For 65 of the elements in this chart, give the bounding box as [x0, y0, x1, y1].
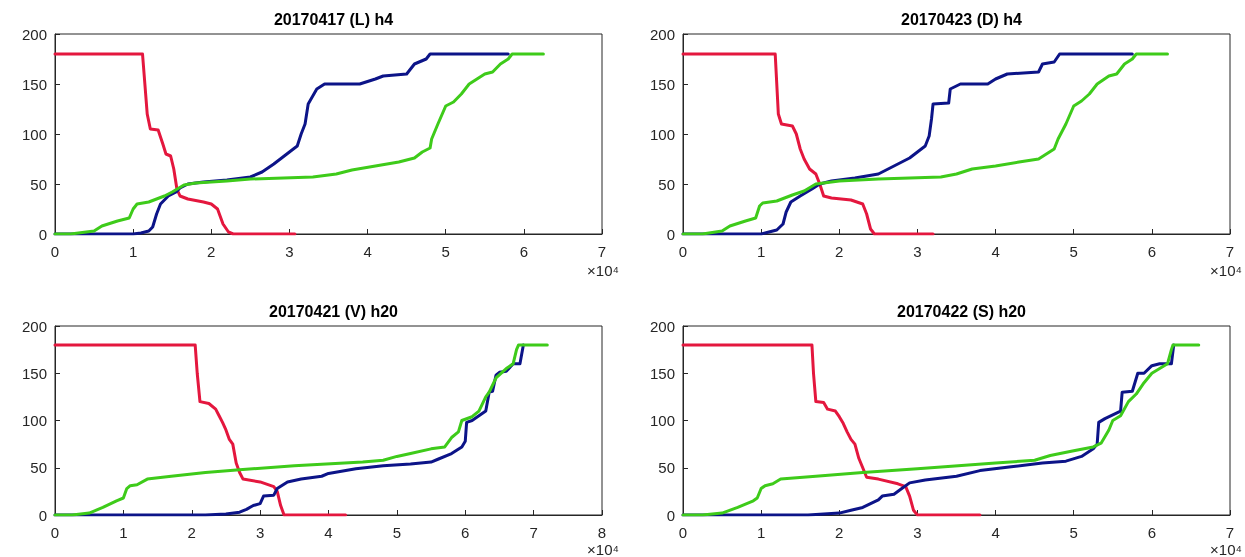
x-tick-label: 4 [991, 243, 1000, 260]
x-tick-label: 4 [363, 243, 372, 260]
x-tick-label: 6 [1147, 524, 1157, 541]
x-tick-label: 2 [835, 524, 844, 541]
x-tick-label: 1 [128, 243, 138, 260]
x-tick-label: 0 [678, 243, 688, 260]
line-series [681, 343, 982, 517]
x-tick-label: 5 [441, 243, 450, 260]
y-tick-label: 0 [666, 225, 675, 243]
x-tick-label: 0 [678, 524, 688, 541]
x-tick-label: 0 [50, 243, 60, 260]
y-tick-label: 150 [649, 364, 675, 382]
y-tick-label: 0 [666, 506, 675, 524]
x-tick-label: 4 [991, 524, 1000, 541]
x-tick-label: 5 [1069, 243, 1078, 260]
y-tick-label: 150 [21, 75, 47, 93]
text: ×10⁴ [587, 262, 619, 279]
chart-title: 20170417 (L) h4 [273, 10, 394, 28]
x-tick-label: 3 [255, 524, 265, 541]
y-tick-label: 200 [649, 25, 675, 43]
y-tick-label: 200 [21, 25, 47, 43]
x-tick-label: 2 [187, 524, 196, 541]
line-series [53, 343, 348, 517]
y-tick-label: 100 [649, 412, 675, 429]
text: ×10⁴ [1210, 541, 1242, 557]
x-tick-label: 4 [324, 524, 333, 541]
chart-title: 20170422 (S) h20 [897, 302, 1027, 320]
x-tick-label: 1 [756, 524, 766, 541]
text: ×10⁴ [1210, 262, 1242, 279]
y-tick-label: 150 [21, 364, 47, 382]
y-tick-label: 0 [38, 506, 47, 524]
y-tick-label: 150 [649, 75, 675, 93]
line-series [53, 52, 297, 236]
line-series [681, 52, 935, 236]
x-tick-label: 2 [835, 243, 844, 260]
x-tick-label: 6 [1147, 243, 1157, 260]
x-tick-label: 7 [1225, 243, 1235, 260]
y-tick-label: 50 [658, 459, 675, 477]
chart-title: 20170423 (D) h4 [901, 10, 1023, 28]
x-tick-label: 7 [529, 524, 538, 541]
text: ×10⁴ [587, 541, 619, 557]
y-tick-label: 50 [30, 459, 47, 477]
y-tick-label: 200 [649, 317, 675, 335]
chart-title: 20170421 (V) h20 [269, 302, 399, 320]
x-tick-label: 6 [461, 524, 470, 541]
y-tick-label: 200 [21, 317, 47, 335]
y-tick-label: 50 [658, 175, 675, 193]
y-tick-label: 0 [38, 225, 47, 243]
x-tick-label: 7 [597, 243, 607, 260]
x-tick-label: 1 [756, 243, 766, 260]
x-tick-label: 6 [519, 243, 529, 260]
y-tick-label: 100 [21, 412, 47, 429]
x-tick-label: 8 [597, 524, 607, 541]
x-tick-label: 3 [913, 524, 922, 541]
x-tick-label: 1 [119, 524, 128, 541]
y-tick-label: 100 [21, 125, 47, 143]
x-tick-label: 5 [392, 524, 402, 541]
x-tick-label: 7 [1225, 524, 1235, 541]
x-tick-label: 3 [913, 243, 922, 260]
x-tick-label: 3 [285, 243, 294, 260]
x-tick-label: 2 [207, 243, 216, 260]
x-tick-label: 5 [1069, 524, 1078, 541]
y-tick-label: 50 [30, 175, 47, 193]
y-tick-label: 100 [649, 125, 675, 143]
x-tick-label: 0 [50, 524, 60, 541]
